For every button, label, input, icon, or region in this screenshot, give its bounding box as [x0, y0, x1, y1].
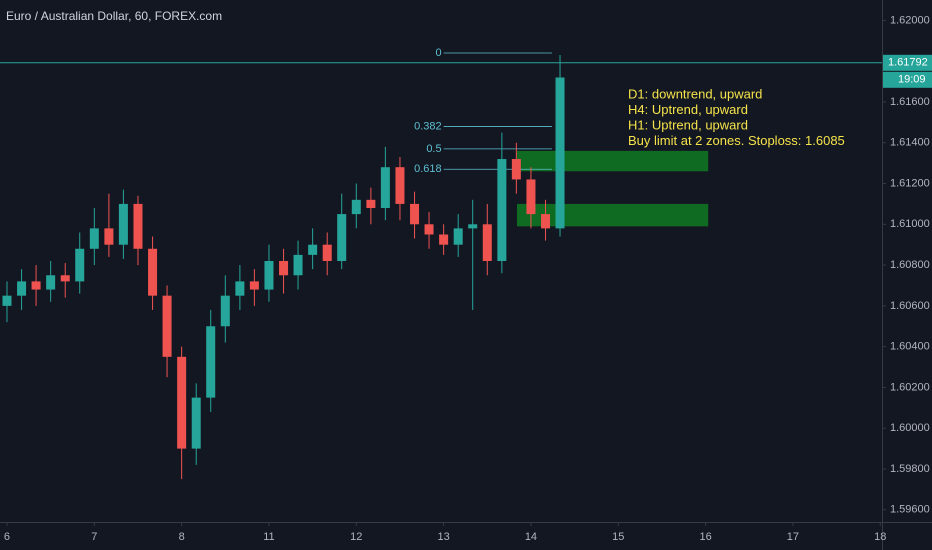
- candle-body: [89, 228, 99, 249]
- candle-body: [60, 275, 70, 282]
- x-tick-label: 14: [525, 531, 537, 543]
- countdown-box: [883, 71, 932, 88]
- buy-zone: [516, 203, 709, 227]
- candle-body: [220, 295, 230, 327]
- fib-label: 0.618: [414, 163, 442, 175]
- candle-body: [279, 261, 289, 276]
- candle-body: [31, 281, 41, 290]
- candle-body: [46, 275, 56, 290]
- annotation: H4: Uptrend, upward: [628, 102, 748, 117]
- candle-body: [482, 224, 492, 261]
- fib-label: 0.5: [426, 143, 441, 155]
- candle-body: [104, 228, 114, 245]
- y-tick-label: 1.60800: [890, 259, 930, 271]
- y-tick-label: 1.61200: [890, 177, 930, 189]
- candle-body: [351, 199, 361, 215]
- y-tick-label: 1.59600: [890, 504, 930, 516]
- y-tick-label: 1.60000: [890, 422, 930, 434]
- candle-body: [337, 214, 347, 261]
- candle-body: [191, 397, 201, 449]
- x-tick-label: 15: [612, 531, 624, 543]
- buy-zone: [516, 150, 709, 172]
- candle-body: [468, 224, 478, 229]
- candle-body: [235, 281, 245, 296]
- y-tick-label: 1.61600: [890, 96, 930, 108]
- y-tick-label: 1.60600: [890, 300, 930, 312]
- candle-body: [410, 203, 420, 225]
- candle-body: [162, 295, 172, 357]
- x-tick-label: 6: [4, 531, 10, 543]
- x-tick-label: 17: [787, 531, 799, 543]
- candle-body: [206, 326, 216, 398]
- candle-body: [118, 203, 128, 245]
- candle-body: [2, 295, 12, 306]
- last-price-label: 1.61792: [888, 57, 928, 69]
- x-tick-label: 13: [437, 531, 449, 543]
- x-tick-label: 16: [699, 531, 711, 543]
- candle-body: [322, 244, 332, 261]
- y-tick-label: 1.59800: [890, 463, 930, 475]
- annotation: H1: Uptrend, upward: [628, 117, 748, 132]
- x-tick-label: 12: [350, 531, 362, 543]
- fib-label: 0.382: [414, 120, 442, 132]
- candle-body: [511, 159, 521, 180]
- y-tick-label: 1.60200: [890, 381, 930, 393]
- fib-label: 0: [435, 47, 441, 59]
- x-tick-label: 18: [874, 531, 886, 543]
- y-tick-label: 1.61400: [890, 137, 930, 149]
- candle-body: [526, 179, 536, 215]
- y-tick-label: 1.60400: [890, 341, 930, 353]
- candle-body: [148, 248, 158, 296]
- countdown-label: 19:09: [898, 74, 926, 86]
- candle-body: [555, 77, 565, 229]
- candle-body: [308, 244, 318, 255]
- candle-body: [133, 203, 143, 249]
- plot-area: 0 0.382 0.5 0.618: [0, 47, 882, 480]
- candle-body: [497, 159, 507, 261]
- candle-body: [541, 214, 551, 229]
- candle-body: [177, 356, 187, 449]
- candle-body: [366, 199, 376, 208]
- candle-body: [293, 254, 303, 276]
- x-tick-label: 8: [179, 531, 185, 543]
- candle-body: [249, 281, 259, 290]
- candle-body: [453, 228, 463, 245]
- candle-body: [439, 234, 449, 245]
- candle-body: [17, 281, 27, 296]
- last-price-box: [883, 54, 932, 71]
- x-tick-label: 11: [263, 531, 274, 543]
- x-tick-label: 7: [91, 531, 97, 543]
- candle-body: [264, 261, 274, 290]
- candle-body: [380, 167, 390, 208]
- candle-body: [424, 224, 434, 235]
- annotation: D1: downtrend, upward: [628, 86, 762, 101]
- chart-title: Euro / Australian Dollar, 60, FOREX.com: [6, 9, 222, 23]
- candle-body: [395, 167, 405, 204]
- annotation: Buy limit at 2 zones. Stoploss: 1.6085: [628, 133, 845, 148]
- candle-body: [75, 248, 85, 282]
- y-tick-label: 1.62000: [890, 14, 930, 26]
- y-tick-label: 1.61000: [890, 218, 930, 230]
